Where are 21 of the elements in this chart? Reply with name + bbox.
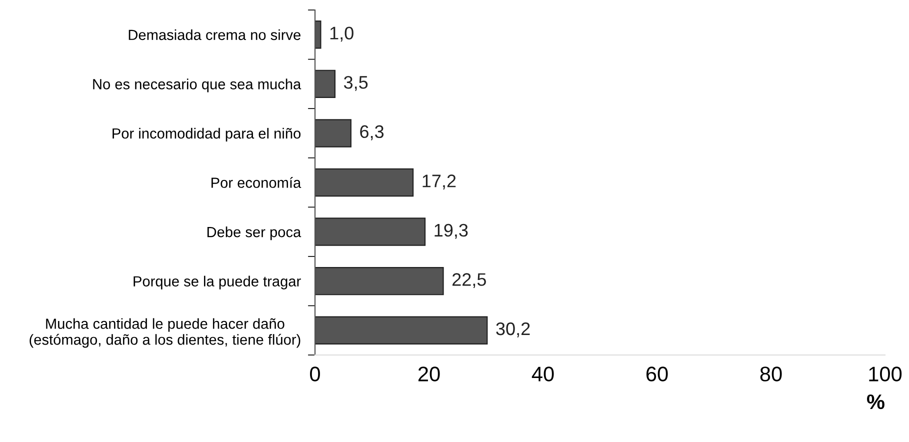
x-tick-label: 40	[532, 366, 554, 382]
y-tick-label: Mucha cantidad le puede hacer daño (estómago, daño a los dientes, tiene flúor)	[30, 318, 300, 348]
data-label: 3,5	[344, 76, 368, 91]
y-tick-label: Por economía	[212, 177, 302, 188]
data-label: 19,3	[434, 224, 468, 239]
x-tick-label: 100	[869, 366, 902, 382]
x-tick-label: 0	[310, 366, 320, 382]
y-tick-label: Por incomodidad para el niño	[112, 128, 301, 142]
data-label: 1,0	[330, 26, 354, 42]
y-tick-label: Debe ser poca	[207, 226, 302, 240]
x-tick-label: 20	[418, 366, 440, 382]
data-label: 22,5	[452, 273, 486, 288]
y-tick-label: Porque se la puede tragar	[134, 276, 301, 290]
y-tick-label: No es necesario que sea mucha	[93, 78, 302, 92]
x-tick-label: 80	[760, 366, 782, 382]
data-label: 30,2	[496, 322, 530, 338]
y-tick-label: Demasiada crema no sirve	[128, 29, 300, 40]
data-label: 17,2	[422, 174, 456, 190]
data-label: 6,3	[360, 125, 384, 140]
x-axis-title: %	[866, 394, 884, 410]
x-tick-label: 60	[646, 366, 668, 382]
